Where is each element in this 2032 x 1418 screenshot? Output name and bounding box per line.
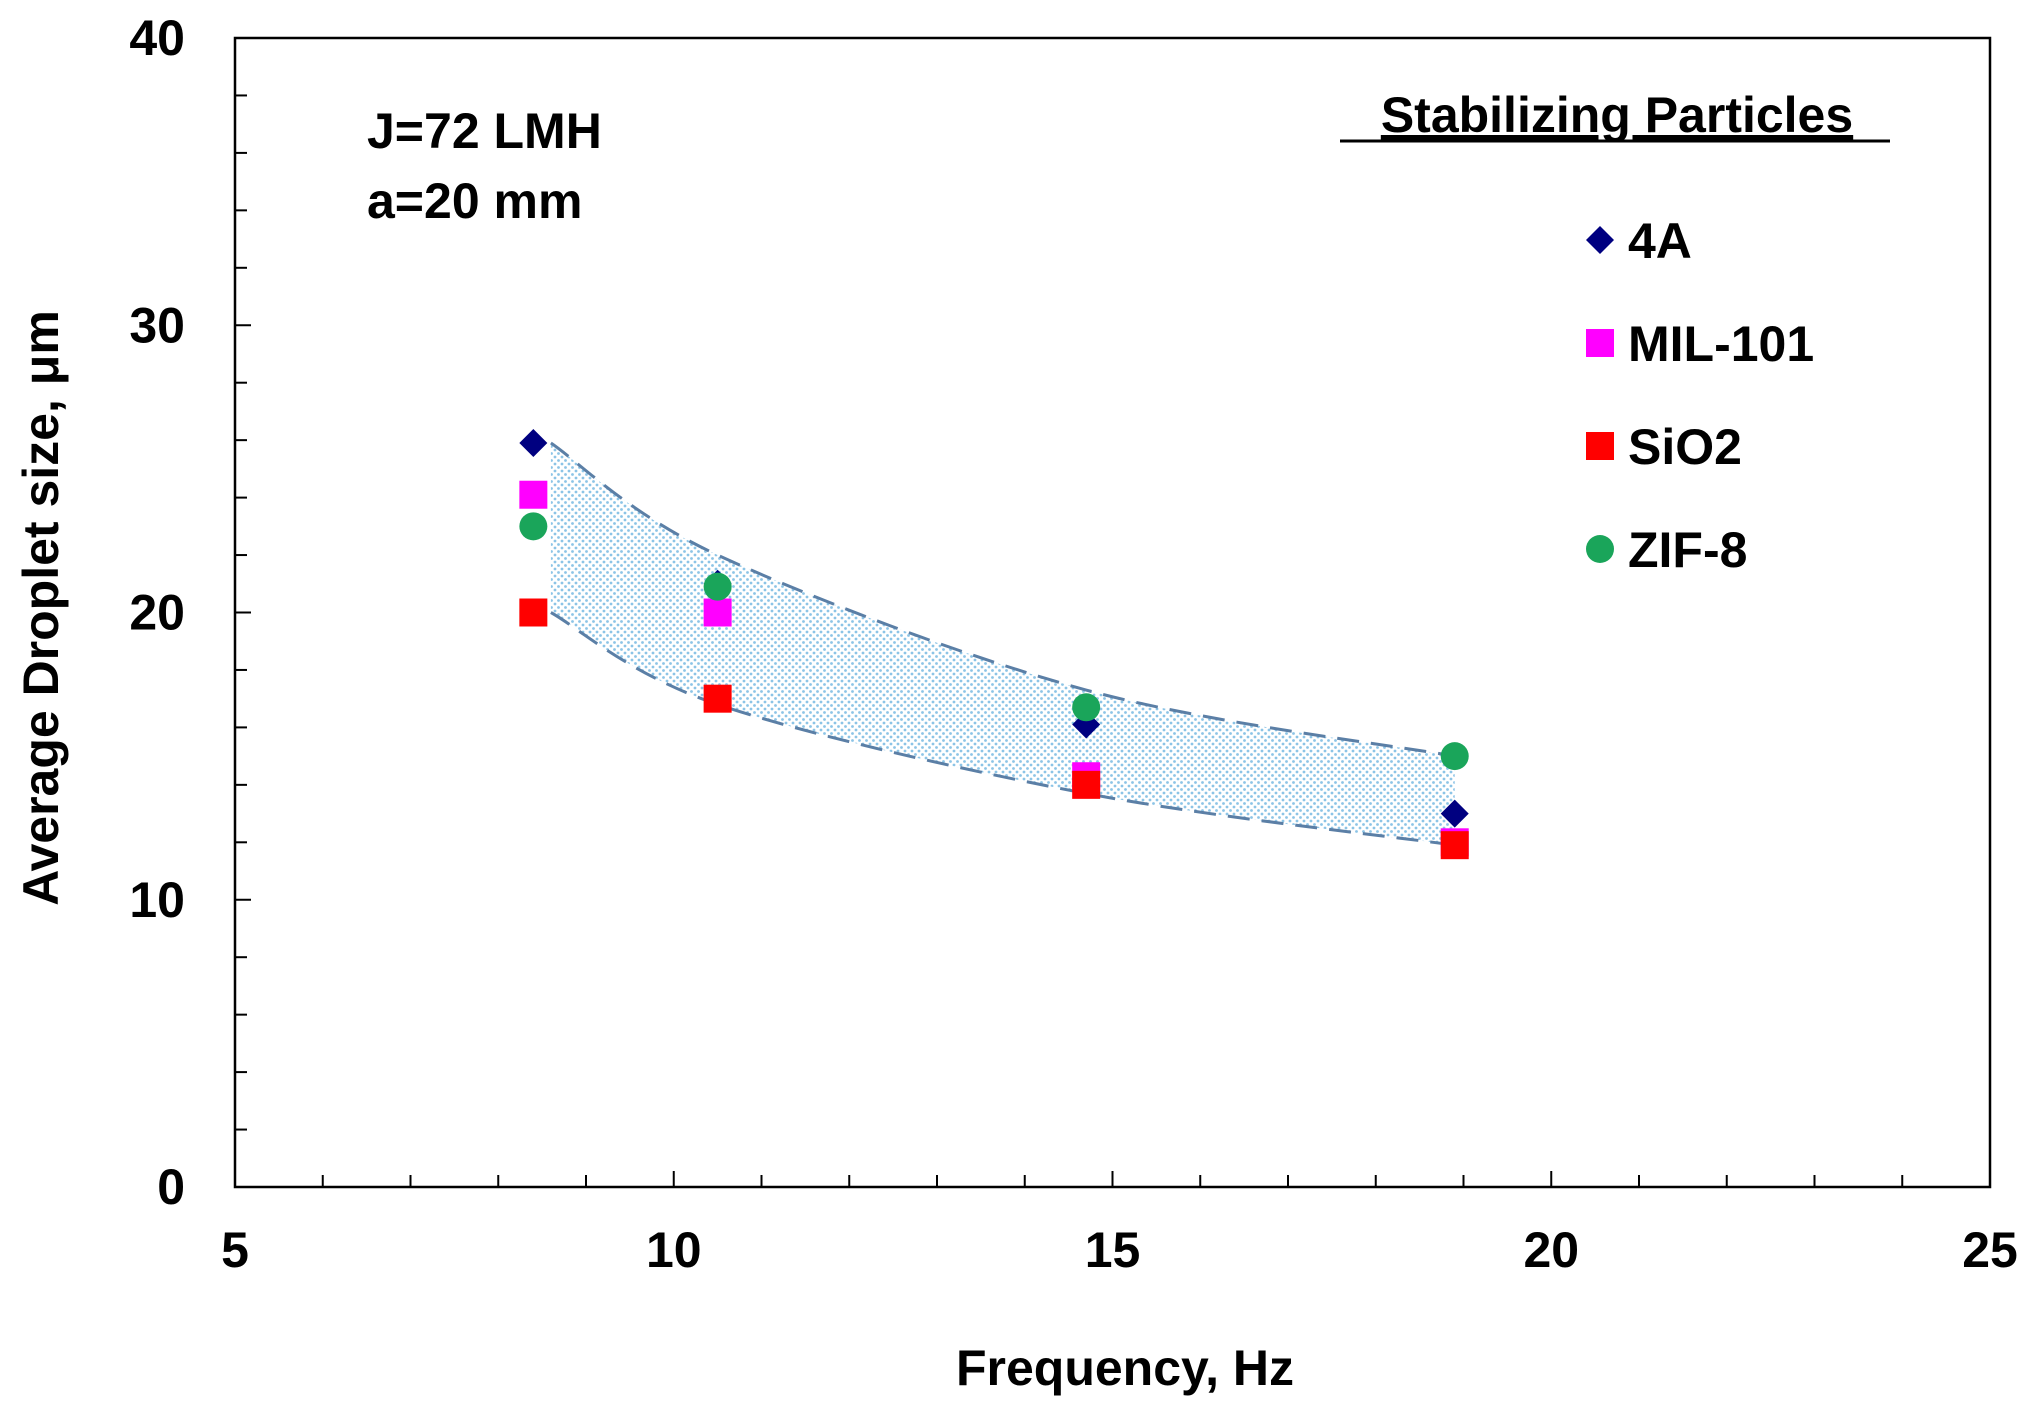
point-sio2: [1440, 831, 1469, 860]
legend-label-zif-8: ZIF-8: [1628, 522, 1747, 578]
point-zif-8: [519, 512, 548, 541]
point-sio2: [519, 598, 548, 627]
legend-label-4a: 4A: [1628, 213, 1692, 269]
data-points: [519, 429, 1469, 860]
legend-marker-zif-8: [1586, 535, 1614, 563]
point-4a: [519, 429, 548, 458]
point-zif-8: [703, 572, 732, 601]
y-tick-label: 0: [157, 1159, 185, 1215]
x-tick-label: 25: [1962, 1222, 2018, 1278]
x-tick-label: 20: [1523, 1222, 1579, 1278]
legend-label-mil-101: MIL-101: [1628, 316, 1814, 372]
legend-marker-sio2: [1586, 432, 1614, 460]
legend-label-sio2: SiO2: [1628, 419, 1742, 475]
band-upper-line: [550, 441, 1455, 758]
annotation-flux: J=72 LMH: [367, 103, 602, 159]
x-tick-label: 5: [221, 1222, 249, 1278]
y-tick-label: 10: [129, 872, 185, 928]
point-sio2: [703, 684, 732, 713]
x-tick-labels: 5 10 15 20 25: [221, 1222, 2018, 1278]
point-zif-8: [1440, 742, 1469, 771]
band-lower-line: [550, 611, 1455, 847]
y-tick-label: 20: [129, 585, 185, 641]
point-mil-101: [703, 598, 732, 627]
legend-title: Stabilizing Particles: [1381, 87, 1853, 143]
plot-frame: [233, 36, 1992, 1189]
confidence-band: [550, 441, 1455, 847]
point-4a: [1440, 799, 1469, 828]
axis-ticks: [234, 37, 1991, 1188]
legend: 4A MIL-101 SiO2 ZIF-8: [1586, 213, 1814, 578]
band-fill: [550, 443, 1455, 846]
y-tick-labels: 0 10 20 30 40: [129, 10, 185, 1215]
x-tick-label: 10: [646, 1222, 702, 1278]
y-axis-title: Average Droplet size, μm: [13, 310, 69, 906]
y-tick-label: 40: [129, 10, 185, 66]
x-tick-label: 15: [1085, 1222, 1141, 1278]
legend-marker-mil-101: [1586, 329, 1614, 357]
legend-marker-4a: [1586, 226, 1614, 254]
x-axis-title: Frequency, Hz: [956, 1340, 1294, 1396]
point-zif-8: [1072, 693, 1101, 722]
y-tick-label: 30: [129, 297, 185, 353]
point-sio2: [1072, 770, 1101, 799]
annotation-gap: a=20 mm: [367, 173, 582, 229]
point-mil-101: [519, 480, 548, 509]
